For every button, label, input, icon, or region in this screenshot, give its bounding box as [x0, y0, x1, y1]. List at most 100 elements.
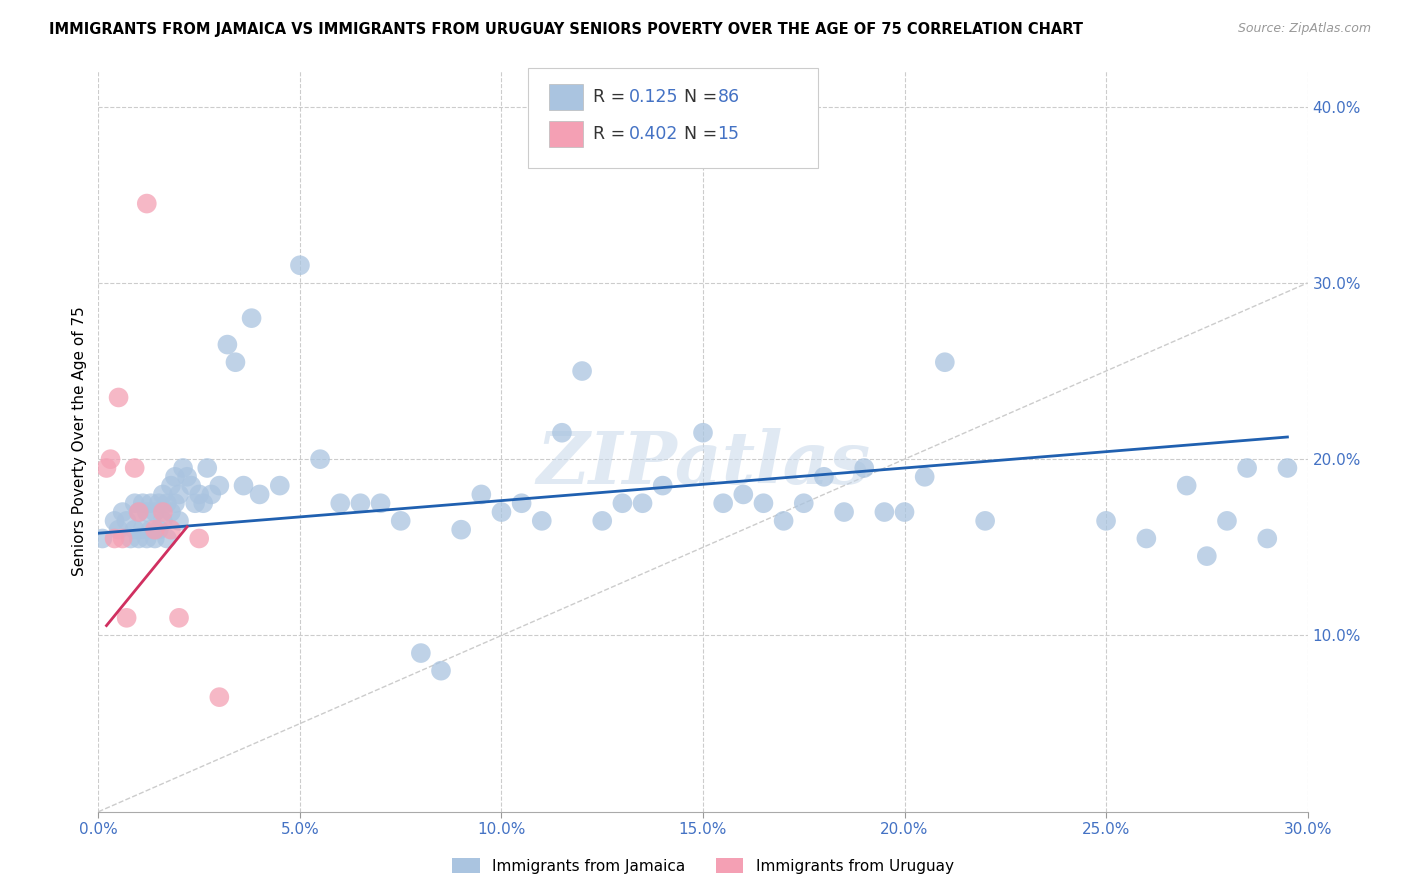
Point: [349, 496, 371, 510]
Point: [163, 496, 186, 510]
Point: [111, 505, 134, 519]
Point: [103, 514, 125, 528]
Text: ZIPatlas: ZIPatlas: [536, 428, 870, 500]
Point: [180, 478, 202, 492]
Point: [914, 470, 936, 484]
Point: [188, 532, 211, 546]
Point: [163, 470, 186, 484]
Point: [591, 514, 613, 528]
Point: [128, 505, 150, 519]
Point: [115, 611, 138, 625]
Point: [135, 532, 157, 546]
Point: [152, 514, 174, 528]
Text: 15: 15: [717, 125, 740, 144]
Point: [120, 532, 142, 546]
Point: [156, 496, 179, 510]
Point: [409, 646, 432, 660]
Point: [752, 496, 775, 510]
Point: [733, 487, 755, 501]
Point: [1135, 532, 1157, 546]
Point: [152, 487, 174, 501]
Point: [269, 478, 291, 492]
Point: [160, 505, 183, 519]
Point: [309, 452, 332, 467]
Point: [1277, 461, 1299, 475]
Point: [124, 523, 146, 537]
Text: R =: R =: [593, 88, 631, 106]
Point: [793, 496, 815, 510]
Point: [148, 523, 170, 537]
Point: [124, 496, 146, 510]
Point: [450, 523, 472, 537]
Point: [370, 496, 392, 510]
Point: [288, 258, 311, 272]
Point: [96, 461, 118, 475]
Point: [152, 505, 174, 519]
Text: N =: N =: [683, 88, 723, 106]
FancyBboxPatch shape: [550, 121, 583, 147]
Text: R =: R =: [593, 125, 631, 144]
Point: [107, 523, 129, 537]
Point: [167, 514, 190, 528]
Point: [711, 496, 734, 510]
Point: [100, 452, 122, 467]
Point: [491, 505, 513, 519]
Point: [167, 611, 190, 625]
Text: Source: ZipAtlas.com: Source: ZipAtlas.com: [1237, 22, 1371, 36]
Point: [148, 496, 170, 510]
Point: [128, 532, 150, 546]
Text: 0.125: 0.125: [630, 88, 679, 106]
Point: [1216, 514, 1239, 528]
Y-axis label: Seniors Poverty Over the Age of 75: Seniors Poverty Over the Age of 75: [72, 307, 87, 576]
Point: [172, 461, 194, 475]
FancyBboxPatch shape: [527, 68, 818, 168]
Point: [651, 478, 673, 492]
Point: [188, 487, 211, 501]
Point: [240, 311, 263, 326]
Point: [132, 496, 155, 510]
Text: 0.402: 0.402: [630, 125, 679, 144]
Point: [217, 337, 239, 351]
Point: [111, 532, 134, 546]
Point: [143, 523, 166, 537]
FancyBboxPatch shape: [550, 85, 583, 111]
Point: [470, 487, 492, 501]
Point: [530, 514, 553, 528]
Point: [132, 523, 155, 537]
Point: [853, 461, 876, 475]
Point: [195, 461, 218, 475]
Point: [974, 514, 997, 528]
Point: [1236, 461, 1258, 475]
Point: [107, 391, 129, 405]
Point: [510, 496, 533, 510]
Point: [389, 514, 412, 528]
Point: [232, 478, 254, 492]
Text: N =: N =: [683, 125, 723, 144]
Point: [873, 505, 896, 519]
Point: [1195, 549, 1218, 563]
Point: [167, 487, 190, 501]
Point: [1175, 478, 1198, 492]
Point: [631, 496, 654, 510]
Point: [1256, 532, 1278, 546]
Point: [692, 425, 714, 440]
Point: [551, 425, 574, 440]
Point: [184, 496, 207, 510]
Point: [143, 505, 166, 519]
Point: [135, 505, 157, 519]
Point: [160, 523, 183, 537]
Point: [832, 505, 855, 519]
Point: [91, 532, 114, 546]
Point: [224, 355, 246, 369]
Text: 86: 86: [717, 88, 740, 106]
Point: [1095, 514, 1118, 528]
Point: [329, 496, 352, 510]
Text: IMMIGRANTS FROM JAMAICA VS IMMIGRANTS FROM URUGUAY SENIORS POVERTY OVER THE AGE : IMMIGRANTS FROM JAMAICA VS IMMIGRANTS FR…: [49, 22, 1083, 37]
Point: [156, 532, 179, 546]
Point: [160, 478, 183, 492]
Point: [249, 487, 271, 501]
Point: [193, 496, 215, 510]
Point: [139, 523, 162, 537]
Point: [124, 461, 146, 475]
Point: [176, 470, 198, 484]
